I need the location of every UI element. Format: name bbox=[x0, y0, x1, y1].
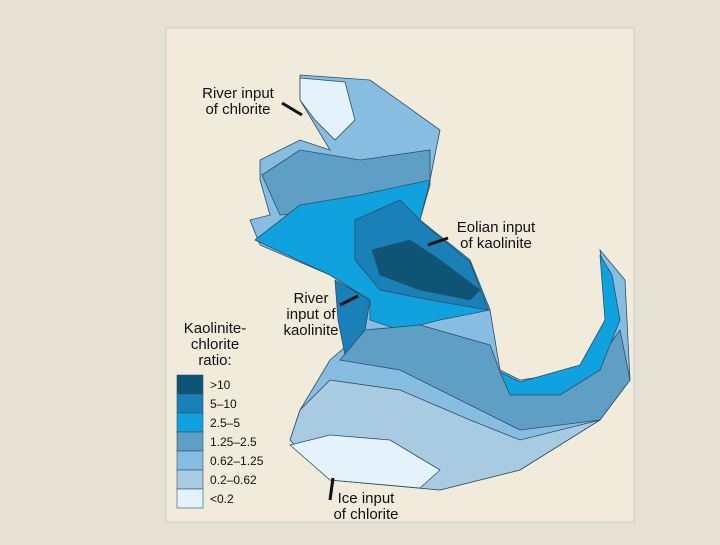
legend-swatch bbox=[176, 374, 204, 395]
annotation-text: input of bbox=[286, 306, 336, 323]
annotation-text: River input bbox=[202, 85, 275, 102]
legend-swatch bbox=[176, 488, 204, 509]
legend-swatch bbox=[176, 469, 204, 490]
annotation-text: Ice input bbox=[338, 490, 396, 507]
legend-swatch bbox=[176, 393, 204, 414]
annotation-text: of chlorite bbox=[333, 506, 398, 523]
annotation-text: of chlorite bbox=[205, 101, 270, 118]
legend-title: Kaolinite- bbox=[184, 320, 247, 337]
arrows bbox=[281, 101, 449, 501]
zone bbox=[299, 77, 356, 141]
legend-label: 2.5–5 bbox=[210, 416, 240, 430]
legend-swatch bbox=[176, 412, 204, 433]
legend-title: ratio: bbox=[198, 352, 231, 369]
zone bbox=[371, 239, 481, 301]
ocean-zones bbox=[249, 74, 631, 491]
annotation-text: of kaolinite bbox=[460, 235, 532, 252]
legend-label: 0.62–1.25 bbox=[210, 454, 264, 468]
zone bbox=[289, 434, 441, 489]
arrow bbox=[339, 294, 359, 307]
legend-label: >10 bbox=[210, 378, 231, 392]
annotation-text: Eolian input bbox=[457, 219, 536, 236]
legend-swatch bbox=[176, 450, 204, 471]
legend-title: chlorite bbox=[191, 336, 239, 353]
legend-label: 1.25–2.5 bbox=[210, 435, 257, 449]
arrow bbox=[427, 236, 449, 247]
arrow bbox=[281, 101, 303, 117]
legend-label: 0.2–0.62 bbox=[210, 473, 257, 487]
map-frame bbox=[165, 27, 635, 523]
annotation-text: kaolinite bbox=[283, 322, 338, 339]
legend-label: 5–10 bbox=[210, 397, 237, 411]
arrow bbox=[328, 477, 335, 501]
zone bbox=[499, 254, 621, 396]
legend-swatch bbox=[176, 431, 204, 452]
annotation-text: River bbox=[293, 290, 328, 307]
legend-label: <0.2 bbox=[210, 492, 234, 506]
